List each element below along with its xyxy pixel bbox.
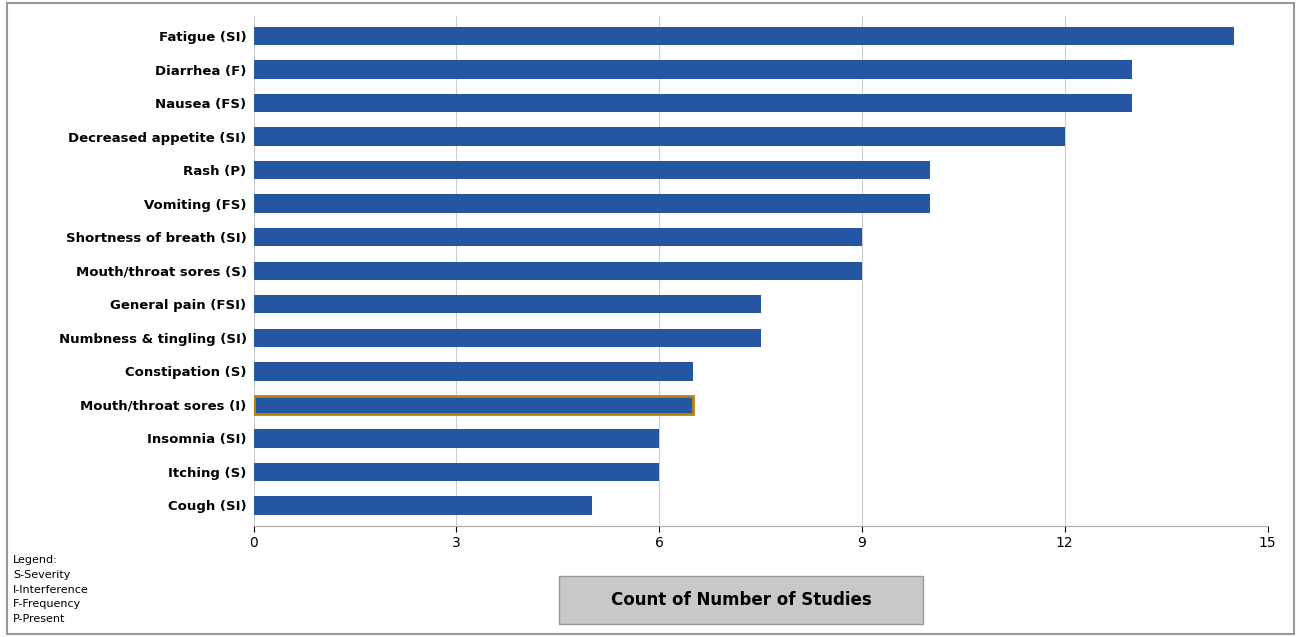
Bar [254,295,760,313]
Text: Count of Number of Studies: Count of Number of Studies [611,591,871,610]
Bar [254,462,659,481]
Bar [254,396,693,414]
Bar [254,429,659,448]
Bar [254,127,1065,146]
Bar [254,194,930,213]
Bar [254,329,760,347]
Bar [254,262,862,280]
Bar [254,228,862,247]
Bar [254,27,1234,45]
Text: Legend:
S-Severity
I-Interference
F-Frequency
P-Present: Legend: S-Severity I-Interference F-Freq… [13,555,88,624]
Bar [254,161,930,180]
Bar [254,496,592,515]
Bar [254,94,1132,112]
Bar [254,362,693,380]
Bar [254,61,1132,79]
